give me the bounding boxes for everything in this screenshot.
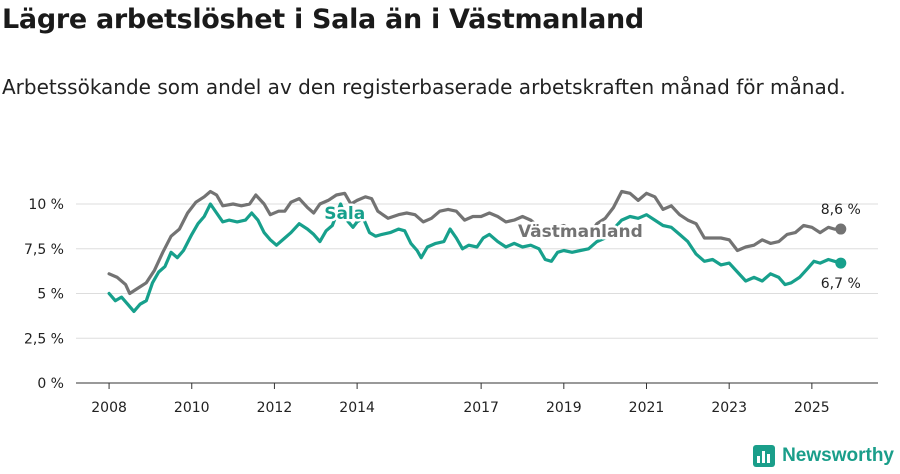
x-tick-label: 2021: [629, 400, 665, 416]
x-tick-label: 2019: [546, 400, 582, 416]
y-tick-label: 5 %: [37, 287, 64, 303]
x-tick-label: 2014: [339, 400, 375, 416]
end-point-vastmanland: [835, 223, 847, 235]
x-tick-label: 2012: [257, 400, 293, 416]
brand-name: Newsworthy: [782, 445, 894, 466]
y-tick-label: 0 %: [37, 376, 64, 392]
x-tick-label: 2017: [463, 400, 499, 416]
y-tick-label: 7,5 %: [24, 242, 64, 258]
series-line-sala: [107, 202, 843, 313]
series-label-vastmanland: Västmanland: [518, 222, 643, 242]
x-tick-label: 2023: [711, 400, 747, 416]
x-tick-label: 2025: [794, 400, 830, 416]
y-tick-label: 10 %: [28, 197, 64, 213]
chart-title: Lägre arbetslöshet i Sala än i Västmanla…: [2, 4, 644, 35]
end-label-vastmanland: 8,6 %: [821, 202, 861, 218]
y-axis: 0 % 2,5 % 5 % 7,5 % 10 %: [24, 197, 64, 392]
newsworthy-icon: [753, 445, 776, 467]
x-axis: 2008 2010 2012 2014 2017 2019 2021 2023 2025: [91, 383, 830, 416]
end-point-sala: [835, 257, 847, 269]
x-tick-label: 2010: [174, 400, 210, 416]
y-tick-label: 2,5 %: [24, 331, 64, 347]
chart-subtitle: Arbetssökande som andel av den registerb…: [2, 75, 846, 99]
brand-logo: Newsworthy: [752, 444, 894, 468]
series-line-vastmanland: [107, 189, 843, 296]
x-tick-label: 2008: [91, 400, 127, 416]
series-labels: Västmanland 8,6 % Sala 6,7 %: [322, 201, 861, 292]
series-lines: [107, 189, 847, 313]
series-label-sala: Sala: [324, 204, 365, 224]
end-label-sala: 6,7 %: [821, 276, 861, 292]
